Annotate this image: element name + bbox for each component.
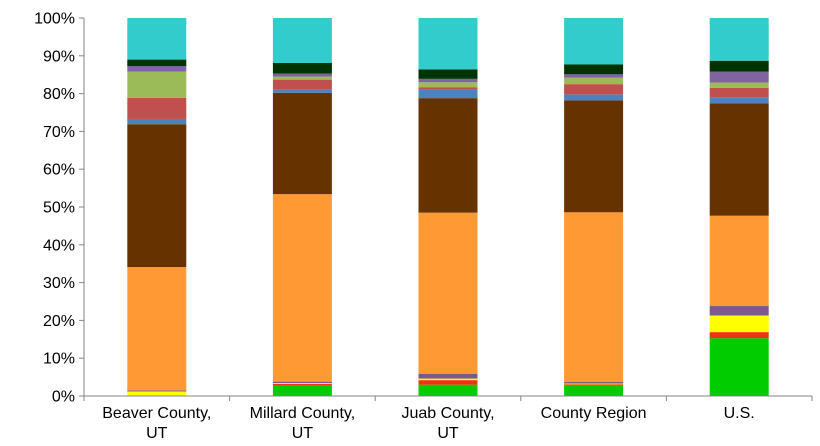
y-tick-label: 40% — [43, 237, 75, 254]
bar-segment-3-5 — [418, 212, 478, 374]
bar-segment-2-1 — [272, 385, 332, 396]
x-category-label-line: Juab County, — [401, 405, 494, 422]
bar-segment-3-1 — [418, 384, 478, 396]
bar-segment-1-12 — [127, 18, 187, 60]
bar-segment-3-4 — [418, 373, 478, 379]
x-category-label-line: UT — [292, 425, 314, 442]
bar-segment-5-6 — [709, 103, 769, 216]
x-category-label-line: UT — [437, 425, 459, 442]
bar-segment-3-11 — [418, 69, 478, 79]
bar-segment-1-5 — [127, 267, 187, 391]
bar-segment-4-11 — [564, 64, 624, 75]
bar-segment-5-4 — [709, 306, 769, 316]
bar-segment-5-3 — [709, 315, 769, 333]
y-tick-label: 70% — [43, 124, 75, 141]
x-category-label-line: UT — [146, 425, 168, 442]
y-tick-label: 80% — [43, 86, 75, 103]
bar-segment-2-7 — [272, 89, 332, 93]
bar-segment-5-1 — [709, 338, 769, 396]
y-tick-label: 0% — [52, 389, 75, 406]
bar-segment-1-3 — [127, 391, 187, 396]
x-category-label: Juab County, UT — [401, 405, 494, 442]
bar-segment-2-2 — [272, 383, 332, 386]
x-category-label-line: County Region — [541, 405, 647, 422]
bar-segment-1-7 — [127, 118, 187, 125]
x-category-label: Beaver County, UT — [102, 405, 211, 442]
y-tick-label: 10% — [43, 351, 75, 368]
bar-segment-4-1 — [564, 385, 624, 396]
bar-segment-2-11 — [272, 62, 332, 74]
bar-segment-5-11 — [709, 60, 769, 72]
bar-segment-3-6 — [418, 98, 478, 213]
bar-segment-1-8 — [127, 97, 187, 119]
x-category-label-line: U.S. — [724, 405, 755, 422]
bar-segment-2-6 — [272, 92, 332, 195]
bar-segment-1-10 — [127, 66, 187, 72]
y-tick-label: 20% — [43, 313, 75, 330]
bar-segment-3-7 — [418, 89, 478, 99]
bar-segment-4-4 — [564, 382, 624, 384]
bar-segment-4-9 — [564, 77, 624, 85]
bar-segment-5-7 — [709, 97, 769, 104]
bar-segment-4-2 — [564, 384, 624, 386]
bar-segment-4-5 — [564, 212, 624, 383]
bar-segment-4-6 — [564, 100, 624, 213]
bar-segment-5-12 — [709, 18, 769, 61]
bar-segment-3-2 — [418, 380, 478, 385]
bar-segment-3-3 — [418, 378, 478, 381]
y-tick-label: 60% — [43, 162, 75, 179]
bar-segment-5-8 — [709, 87, 769, 98]
x-category-label-line: Beaver County, — [102, 405, 211, 422]
bar-segment-3-8 — [418, 87, 478, 90]
y-tick-label: 30% — [43, 275, 75, 292]
bar-segment-4-10 — [564, 74, 624, 78]
y-tick-label: 100% — [34, 11, 75, 28]
bar-segment-3-9 — [418, 82, 478, 88]
bar-segment-4-7 — [564, 94, 624, 101]
bar-segment-2-12 — [272, 18, 332, 63]
bar-segment-4-12 — [564, 18, 624, 65]
bar-segment-2-4 — [272, 381, 332, 384]
bar-segment-5-2 — [709, 332, 769, 339]
x-category-label: U.S. — [724, 405, 755, 422]
bar-segment-1-11 — [127, 59, 187, 67]
bar-segment-1-6 — [127, 124, 187, 268]
bar-segment-2-3 — [272, 383, 332, 384]
bar-segment-1-9 — [127, 71, 187, 98]
x-category-label: Millard County, UT — [250, 405, 356, 442]
bar-segment-5-10 — [709, 71, 769, 83]
bar-segment-5-9 — [709, 82, 769, 88]
bar-segment-2-9 — [272, 76, 332, 80]
bar-segment-1-4 — [127, 390, 187, 392]
x-category-label: County Region — [541, 405, 647, 422]
bar-segment-3-10 — [418, 78, 478, 83]
bar-segment-5-5 — [709, 215, 769, 307]
y-tick-label: 90% — [43, 48, 75, 65]
bar-segment-3-12 — [418, 18, 478, 70]
bar-segment-4-8 — [564, 84, 624, 95]
bar-segment-2-8 — [272, 79, 332, 90]
bar-segment-4-3 — [564, 383, 624, 385]
bar-segment-2-10 — [272, 73, 332, 77]
bar-segment-2-5 — [272, 194, 332, 382]
x-category-label-line: Millard County, — [250, 405, 356, 422]
y-tick-label: 50% — [43, 200, 75, 217]
